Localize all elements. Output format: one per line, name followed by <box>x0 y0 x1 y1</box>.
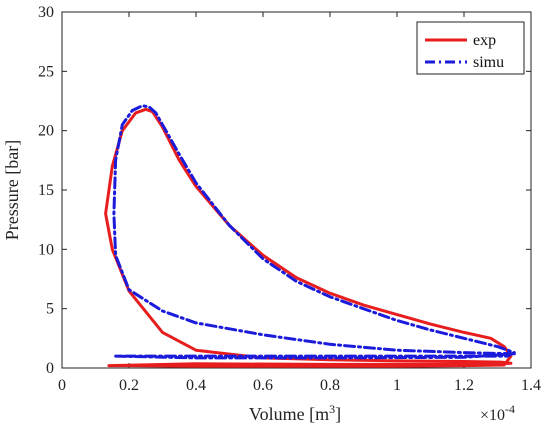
x-tick-label: 0.4 <box>186 377 206 394</box>
x-axis-title-close: ] <box>335 404 341 424</box>
x-tick-label: 0.8 <box>320 377 340 394</box>
x-tick-label: 0.2 <box>119 377 139 394</box>
y-tick-label: 15 <box>38 182 54 199</box>
legend-label-simu: simu <box>473 54 504 71</box>
y-tick-label: 25 <box>38 63 54 80</box>
y-tick-label: 5 <box>46 301 54 318</box>
y-tick-label: 20 <box>38 123 54 140</box>
x-axis-title-main: Volume [m <box>249 404 329 424</box>
y-tick-label: 0 <box>46 360 54 377</box>
series-line-simu <box>112 104 516 360</box>
legend-label-exp: exp <box>473 32 496 49</box>
x-multiplier-exp: -4 <box>505 402 515 416</box>
x-axis-ticks: 0 0.2 0.4 0.6 0.8 1 1.2 1.4 <box>58 12 541 394</box>
series-layer <box>104 104 516 368</box>
y-axis-title: Pressure [bar] <box>2 140 22 240</box>
x-multiplier-base: ×10 <box>480 407 505 424</box>
x-axis-title-sup: 3 <box>329 402 335 416</box>
legend-box <box>416 21 525 75</box>
x-tick-label: 1.4 <box>521 377 541 394</box>
legend: exp simu <box>416 21 525 75</box>
x-tick-label: 1 <box>393 377 401 394</box>
x-tick-label: 1.2 <box>454 377 474 394</box>
y-tick-label: 10 <box>38 241 54 258</box>
x-tick-label: 0.6 <box>253 377 273 394</box>
y-tick-label: 30 <box>38 4 54 21</box>
y-axis-ticks: 0 5 10 15 20 25 30 <box>38 4 531 377</box>
x-axis-title: Volume [m3] <box>249 402 341 424</box>
x-axis-multiplier: ×10-4 <box>480 402 515 424</box>
series-line-exp <box>104 107 513 368</box>
x-tick-label: 0 <box>58 377 66 394</box>
